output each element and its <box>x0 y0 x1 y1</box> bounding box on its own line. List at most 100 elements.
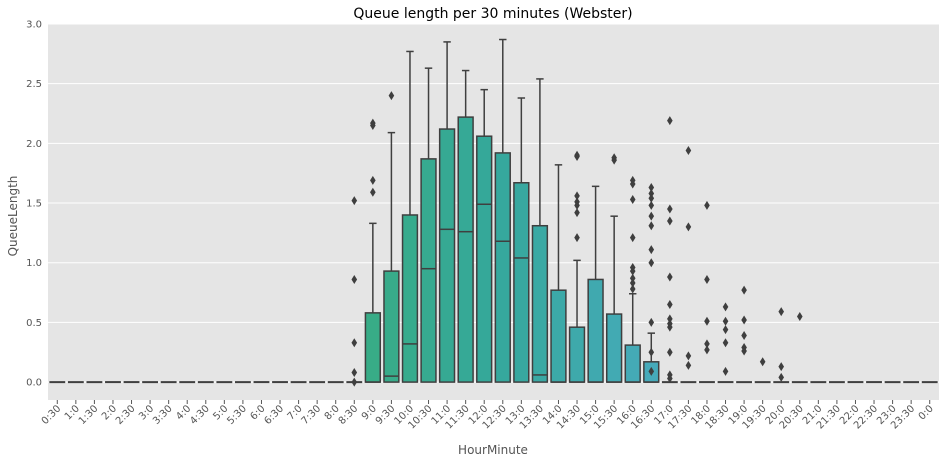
box <box>420 158 437 383</box>
box-15:0 <box>587 185 604 383</box>
flier-point <box>667 116 673 126</box>
x-tick-label: 8:30 <box>337 403 361 427</box>
flier-point <box>629 284 636 294</box>
flier-point <box>574 200 580 210</box>
box-8:30 <box>346 196 363 387</box>
flier-point <box>648 221 655 231</box>
flier-point <box>648 245 655 255</box>
x-tick-label: 3:30 <box>151 403 175 427</box>
flier-point <box>648 258 655 268</box>
flier-point <box>778 372 785 382</box>
flier-point <box>574 208 580 218</box>
flier-point <box>778 362 785 372</box>
flier-point <box>629 179 636 189</box>
flier-point <box>667 374 673 384</box>
flier-point <box>704 316 710 326</box>
box-12:30 <box>494 38 511 383</box>
box-16:0 <box>624 175 641 383</box>
flier-point <box>574 151 580 161</box>
box-11:30 <box>457 69 474 383</box>
box <box>457 116 474 383</box>
flier-point <box>741 285 747 295</box>
flier-point <box>778 307 785 317</box>
box <box>401 214 419 383</box>
box-20:0 <box>773 307 790 384</box>
flier-point <box>667 216 673 226</box>
x-tick-label: 0:0 <box>917 403 936 422</box>
box <box>476 135 493 383</box>
y-tick-label: 2.0 <box>26 139 42 150</box>
x-tick-label: 0:30 <box>40 403 64 427</box>
box <box>513 182 530 383</box>
box-9:30 <box>383 91 400 383</box>
flier-point <box>629 194 636 204</box>
box-9:0 <box>364 118 382 383</box>
box <box>383 270 400 383</box>
flier-point <box>648 211 655 221</box>
flier-point <box>759 357 766 367</box>
flier-point <box>722 302 729 312</box>
box-13:30 <box>531 78 549 383</box>
flier-point <box>667 300 673 310</box>
box-10:0 <box>401 50 419 383</box>
y-tick-label: 0.0 <box>26 378 42 389</box>
box <box>364 312 382 383</box>
box <box>568 326 586 383</box>
box-14:0 <box>550 164 567 383</box>
flier-point <box>351 196 358 206</box>
flier-point <box>351 377 358 387</box>
flier-point <box>685 360 692 370</box>
flier-point <box>667 272 673 282</box>
x-axis-ticks: 0:30 1:01:30 2:02:30 3:03:30 4:04:30 5:05:30 6… <box>40 400 936 432</box>
box-series <box>49 38 938 387</box>
box-18:0 <box>699 200 715 384</box>
x-tick-label: 2:30 <box>114 403 138 427</box>
x-tick-label: 5:30 <box>225 403 249 427</box>
y-axis-label: QueueLength <box>6 176 20 257</box>
flier-point <box>704 339 710 349</box>
y-tick-label: 1.5 <box>26 199 42 210</box>
flier-point <box>648 200 655 210</box>
box-19:30 <box>754 357 771 384</box>
box <box>624 344 641 383</box>
box <box>531 224 549 383</box>
box <box>494 152 511 383</box>
flier-point <box>704 200 710 210</box>
y-tick-label: 0.5 <box>26 318 42 329</box>
flier-point <box>370 120 376 130</box>
flier-point <box>722 316 729 326</box>
flier-point <box>370 187 376 197</box>
flier-point <box>629 266 636 276</box>
flier-point <box>722 338 729 348</box>
flier-point <box>629 278 636 288</box>
x-tick-label: 9:30 <box>374 403 398 427</box>
flier-point <box>629 233 636 243</box>
grid-lines <box>48 23 939 383</box>
y-tick-label: 1.0 <box>26 258 42 269</box>
box-12:0 <box>476 88 493 383</box>
x-axis-label: HourMinute <box>458 443 528 457</box>
flier-point <box>648 188 655 198</box>
flier-point <box>370 175 376 185</box>
box <box>605 313 623 383</box>
flier-point <box>796 311 803 321</box>
flier-point <box>741 346 747 356</box>
flier-point <box>574 233 580 243</box>
flier-point <box>648 183 655 193</box>
x-tick-label: 7:30 <box>300 403 324 427</box>
flier-point <box>574 191 580 201</box>
y-axis-ticks: 0.0 0.5 1.0 1.5 2.0 2.5 3.0 <box>26 20 42 389</box>
flier-point <box>648 193 655 203</box>
box-13:0 <box>513 97 530 383</box>
x-tick-label: 1:30 <box>77 403 101 427</box>
flier-point <box>722 325 729 335</box>
box-10:30 <box>420 67 437 383</box>
flier-point <box>667 204 673 214</box>
x-tick-label: 6:30 <box>262 403 286 427</box>
flier-point <box>351 274 358 284</box>
flier-point <box>685 222 692 232</box>
flier-point <box>648 317 655 327</box>
flier-point <box>667 322 673 332</box>
flier-point <box>685 146 692 156</box>
flier-point <box>667 314 673 324</box>
